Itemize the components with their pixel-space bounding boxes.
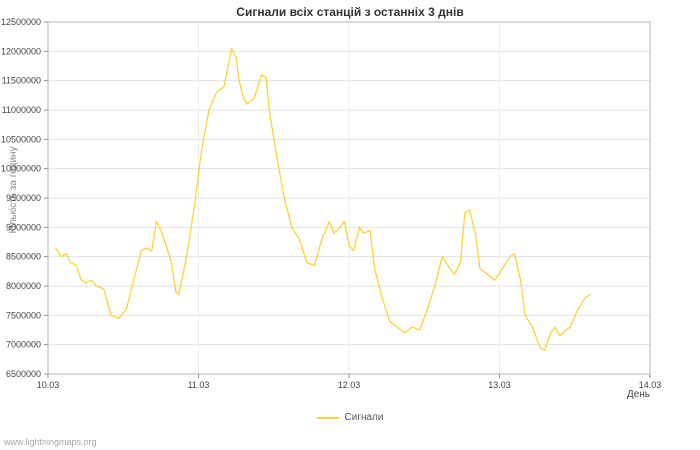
y-tick-label: 7500000 <box>6 310 41 320</box>
chart-legend: Сигнали <box>0 412 700 423</box>
y-tick-label: 9500000 <box>6 193 41 203</box>
x-axis-label: День <box>626 389 650 400</box>
legend-line-swatch <box>316 416 339 419</box>
x-tick-label: 12.03 <box>338 380 361 390</box>
axes: 6500000 7000000 7500000 8000000 8500000 90000… <box>1 17 661 390</box>
signal-series-line <box>54 47 591 352</box>
x-tick-label: 14.03 <box>639 380 662 390</box>
legend-series-label: Сигнали <box>344 412 384 423</box>
gridlines <box>47 21 651 375</box>
y-tick-label: 12500000 <box>1 17 41 27</box>
y-tick-label: 11000000 <box>2 105 41 115</box>
y-tick-label: 12000000 <box>1 46 41 56</box>
x-tick-label: 10.03 <box>37 380 60 390</box>
plot-frame <box>47 21 651 375</box>
x-tick-label: 11.03 <box>188 380 210 390</box>
x-tick-label: 13.03 <box>488 380 511 390</box>
y-tick-label: 9000000 <box>6 222 41 232</box>
y-tick-label: 10500000 <box>1 134 41 144</box>
y-tick-label: 8000000 <box>6 281 41 291</box>
y-tick-label: 10000000 <box>1 164 41 174</box>
y-tick-label: 6500000 <box>6 369 41 379</box>
y-tick-label: 11500000 <box>2 76 41 86</box>
chart-title: Сигнали всіх станцій з останніх 3 днів <box>236 5 464 19</box>
y-tick-label: 8500000 <box>6 252 41 262</box>
watermark-link[interactable]: www.lightningmaps.org <box>4 437 97 447</box>
y-tick-label: 7000000 <box>6 340 41 350</box>
